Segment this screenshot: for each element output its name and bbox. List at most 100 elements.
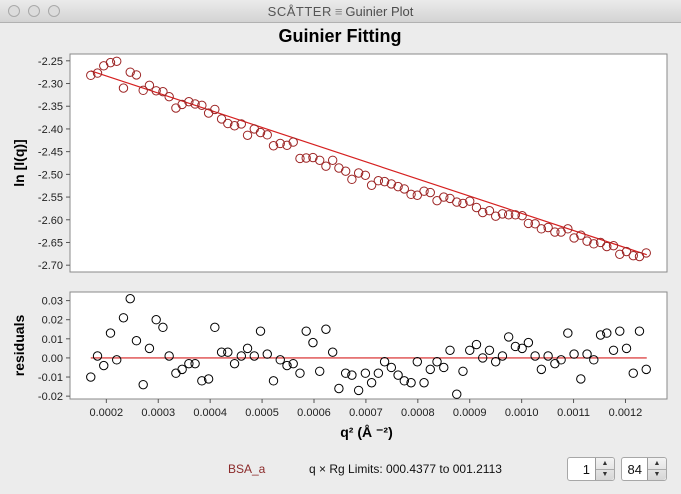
residual-point <box>458 366 468 376</box>
data-point <box>144 80 155 91</box>
footer-bar: BSA_a q × Rg Limits: 000.4377 to 001.211… <box>0 450 681 490</box>
residual-point <box>445 345 455 355</box>
data-point <box>393 181 403 192</box>
residual-point <box>582 349 592 359</box>
residual-point <box>105 328 116 338</box>
residual-point <box>503 332 514 342</box>
start-index-value[interactable]: 1 <box>582 462 590 477</box>
data-point <box>366 180 377 190</box>
qrg-limits-text: q × Rg Limits: 000.4377 to 001.2113 <box>309 462 502 476</box>
data-point <box>105 57 116 68</box>
residual-point <box>340 368 351 378</box>
data-point <box>360 170 371 180</box>
end-index-value[interactable]: 84 <box>627 462 642 477</box>
y-tick-label: -2.70 <box>38 260 63 272</box>
x-tick-label: 0.0008 <box>401 407 435 419</box>
data-point <box>268 141 279 151</box>
data-point <box>621 246 632 257</box>
residual-point <box>530 351 540 361</box>
y-tick-label: -2.30 <box>38 79 63 91</box>
dataset-label: BSA_a <box>228 462 266 476</box>
residual-point <box>432 357 442 367</box>
residual-point <box>576 374 586 384</box>
residual-y-tick-label: -0.01 <box>38 372 63 384</box>
residual-y-tick-label: -0.02 <box>38 391 63 403</box>
y-axis-label: ln [I(q)] <box>11 139 27 186</box>
data-point <box>184 96 194 107</box>
zoom-button[interactable] <box>48 5 60 17</box>
x-tick-label: 0.0009 <box>453 407 487 419</box>
residual-point <box>315 366 325 376</box>
residual-point <box>366 378 377 388</box>
data-point <box>242 130 253 140</box>
residual-point <box>595 330 606 340</box>
residual-point <box>86 372 96 382</box>
end-index-down-icon[interactable]: ▼ <box>653 471 661 478</box>
y-tick-label: -2.25 <box>38 56 63 68</box>
residual-y-tick-label: 0.01 <box>42 334 63 346</box>
residual-y-tick-label: 0.03 <box>42 296 63 308</box>
data-point <box>177 99 187 110</box>
data-point <box>628 250 638 261</box>
residual-point <box>347 370 357 380</box>
residual-y-tick-label: 0.02 <box>42 315 63 327</box>
residual-point <box>282 360 292 371</box>
data-point <box>262 130 272 140</box>
residual-point <box>236 351 247 361</box>
residual-point <box>615 326 625 336</box>
residual-point <box>399 376 410 386</box>
residual-point <box>131 336 142 346</box>
data-point <box>353 168 364 178</box>
residual-point <box>164 351 174 361</box>
residual-point <box>118 313 129 323</box>
x-tick-label: 0.0003 <box>141 407 175 419</box>
residual-point <box>138 379 148 390</box>
end-index-spinner[interactable]: 84 ▲ ▼ <box>621 457 667 481</box>
x-tick-label: 0.0007 <box>349 407 383 419</box>
data-point <box>484 205 495 216</box>
data-point <box>295 153 305 164</box>
start-index-spinner[interactable]: 1 ▲ ▼ <box>567 457 615 481</box>
data-point <box>465 196 475 206</box>
residual-point <box>144 343 155 354</box>
data-point <box>530 219 540 229</box>
x-tick-label: 0.0006 <box>297 407 331 419</box>
y-tick-label: -2.65 <box>38 237 63 249</box>
residual-point <box>379 357 390 367</box>
start-index-up-icon[interactable]: ▲ <box>596 458 614 470</box>
close-button[interactable] <box>8 5 20 17</box>
data-point <box>151 86 161 96</box>
x-axis-label: q² (Å ⁻²) <box>340 424 392 440</box>
chart-title: Guinier Fitting <box>279 26 402 46</box>
view-name: Guinier Plot <box>345 4 414 19</box>
data-point <box>158 86 168 97</box>
data-point <box>452 197 462 207</box>
x-tick-label: 0.0011 <box>557 407 590 419</box>
data-point <box>164 91 174 102</box>
y-tick-label: -2.55 <box>38 192 63 204</box>
start-index-down-icon[interactable]: ▼ <box>601 471 609 478</box>
data-point <box>412 190 422 200</box>
data-point <box>563 224 573 234</box>
residual-point <box>268 376 279 386</box>
data-point <box>321 161 331 171</box>
data-point <box>216 114 227 124</box>
residual-point <box>203 374 214 384</box>
data-point <box>536 224 547 234</box>
data-point <box>419 186 429 196</box>
data-point <box>118 83 129 93</box>
residual-point <box>360 368 371 378</box>
residual-point <box>242 343 253 354</box>
y-tick-label: -2.60 <box>38 215 63 227</box>
minimize-button[interactable] <box>28 5 40 17</box>
data-point <box>282 140 292 150</box>
residuals-plot-area <box>69 291 668 400</box>
residual-point <box>628 368 638 378</box>
window-title: SCÅTTER ≡ Guinier Plot <box>0 4 681 19</box>
end-index-up-icon[interactable]: ▲ <box>648 458 666 470</box>
residual-point <box>517 343 527 354</box>
data-point <box>615 249 625 259</box>
residual-point <box>536 364 547 375</box>
residual-point <box>158 322 168 333</box>
residual-point <box>608 345 619 355</box>
